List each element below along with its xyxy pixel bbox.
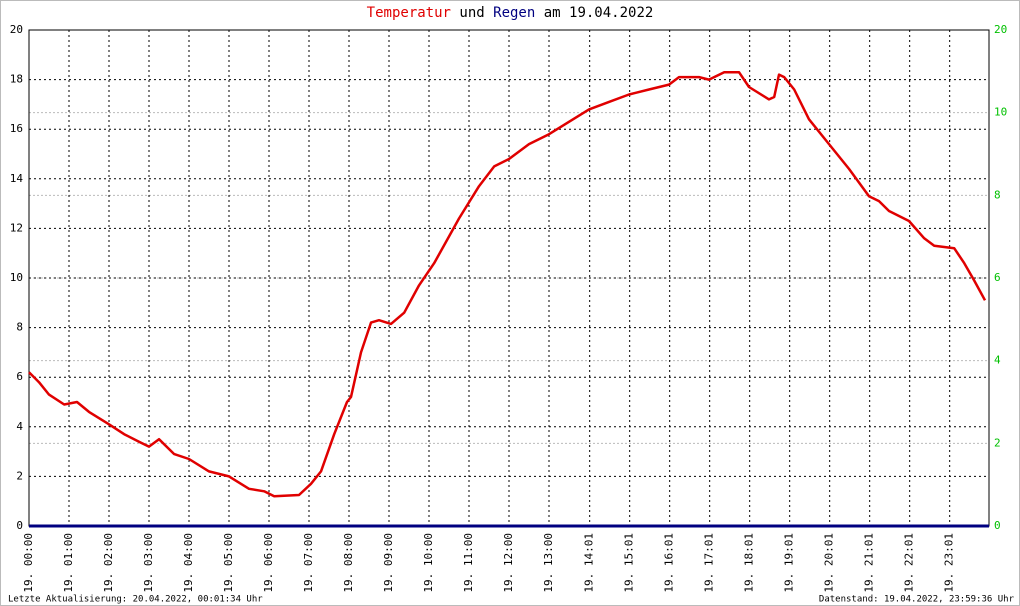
y2-tick-label: 0 xyxy=(994,519,1001,532)
y2-tick-label: 4 xyxy=(994,354,1001,367)
y-tick-label: 8 xyxy=(16,321,23,334)
x-tick-label: 19. 11:00 xyxy=(462,533,475,593)
x-tick-label: 19. 08:00 xyxy=(342,533,355,593)
y2-tick-label: 2 xyxy=(994,436,1001,449)
y2-tick-label: 10 xyxy=(994,106,1007,119)
x-tick-label: 19. 09:00 xyxy=(382,533,395,593)
x-tick-label: 19. 04:00 xyxy=(182,533,195,593)
chart-title: Temperatur und Regen am 19.04.2022 xyxy=(367,5,654,21)
y-tick-label: 0 xyxy=(16,519,23,532)
x-tick-label: 19. 05:00 xyxy=(222,533,235,593)
y-tick-label: 10 xyxy=(10,271,23,284)
y-tick-label: 20 xyxy=(10,23,23,36)
y2-tick-label: 8 xyxy=(994,188,1001,201)
x-tick-label: 19. 13:00 xyxy=(542,533,555,593)
x-tick-label: 19. 19:01 xyxy=(783,533,796,593)
y-tick-label: 6 xyxy=(16,370,23,383)
x-tick-label: 19. 15:01 xyxy=(623,533,636,593)
x-tick-label: 19. 21:01 xyxy=(863,533,876,593)
footer-left: Letzte Aktualisierung: 20.04.2022, 00:01… xyxy=(8,595,263,605)
x-tick-label: 19. 22:01 xyxy=(903,533,916,593)
x-tick-label: 19. 17:01 xyxy=(703,533,716,593)
title-and: und xyxy=(459,5,484,21)
x-tick-label: 19. 07:00 xyxy=(302,533,315,593)
y-tick-label: 4 xyxy=(16,420,23,433)
y-tick-label: 18 xyxy=(10,73,23,86)
x-tick-label: 19. 06:00 xyxy=(262,533,275,593)
x-tick-label: 19. 18:01 xyxy=(743,533,756,593)
title-temperature: Temperatur xyxy=(367,5,451,21)
y-tick-label: 16 xyxy=(10,122,23,135)
x-tick-label: 19. 20:01 xyxy=(823,533,836,593)
y2-tick-label: 20 xyxy=(994,23,1007,36)
x-tick-label: 19. 03:00 xyxy=(142,533,155,593)
x-tick-label: 19. 16:01 xyxy=(663,533,676,593)
x-tick-label: 19. 01:00 xyxy=(62,533,75,593)
y-tick-label: 12 xyxy=(10,221,23,234)
x-tick-label: 19. 14:01 xyxy=(583,533,596,593)
x-tick-label: 19. 23:01 xyxy=(943,533,956,593)
x-tick-label: 19. 02:00 xyxy=(102,533,115,593)
footer-right: Datenstand: 19.04.2022, 23:59:36 Uhr xyxy=(819,595,1015,605)
x-tick-label: 19. 00:00 xyxy=(22,533,35,593)
title-date: am 19.04.2022 xyxy=(544,5,654,21)
title-rain: Regen xyxy=(493,5,535,21)
y-tick-label: 2 xyxy=(16,469,23,482)
x-tick-label: 19. 10:00 xyxy=(422,533,435,593)
y-tick-label: 14 xyxy=(10,172,24,185)
y2-tick-label: 6 xyxy=(994,271,1001,284)
x-tick-label: 19. 12:00 xyxy=(502,533,515,593)
series-line xyxy=(28,70,987,498)
